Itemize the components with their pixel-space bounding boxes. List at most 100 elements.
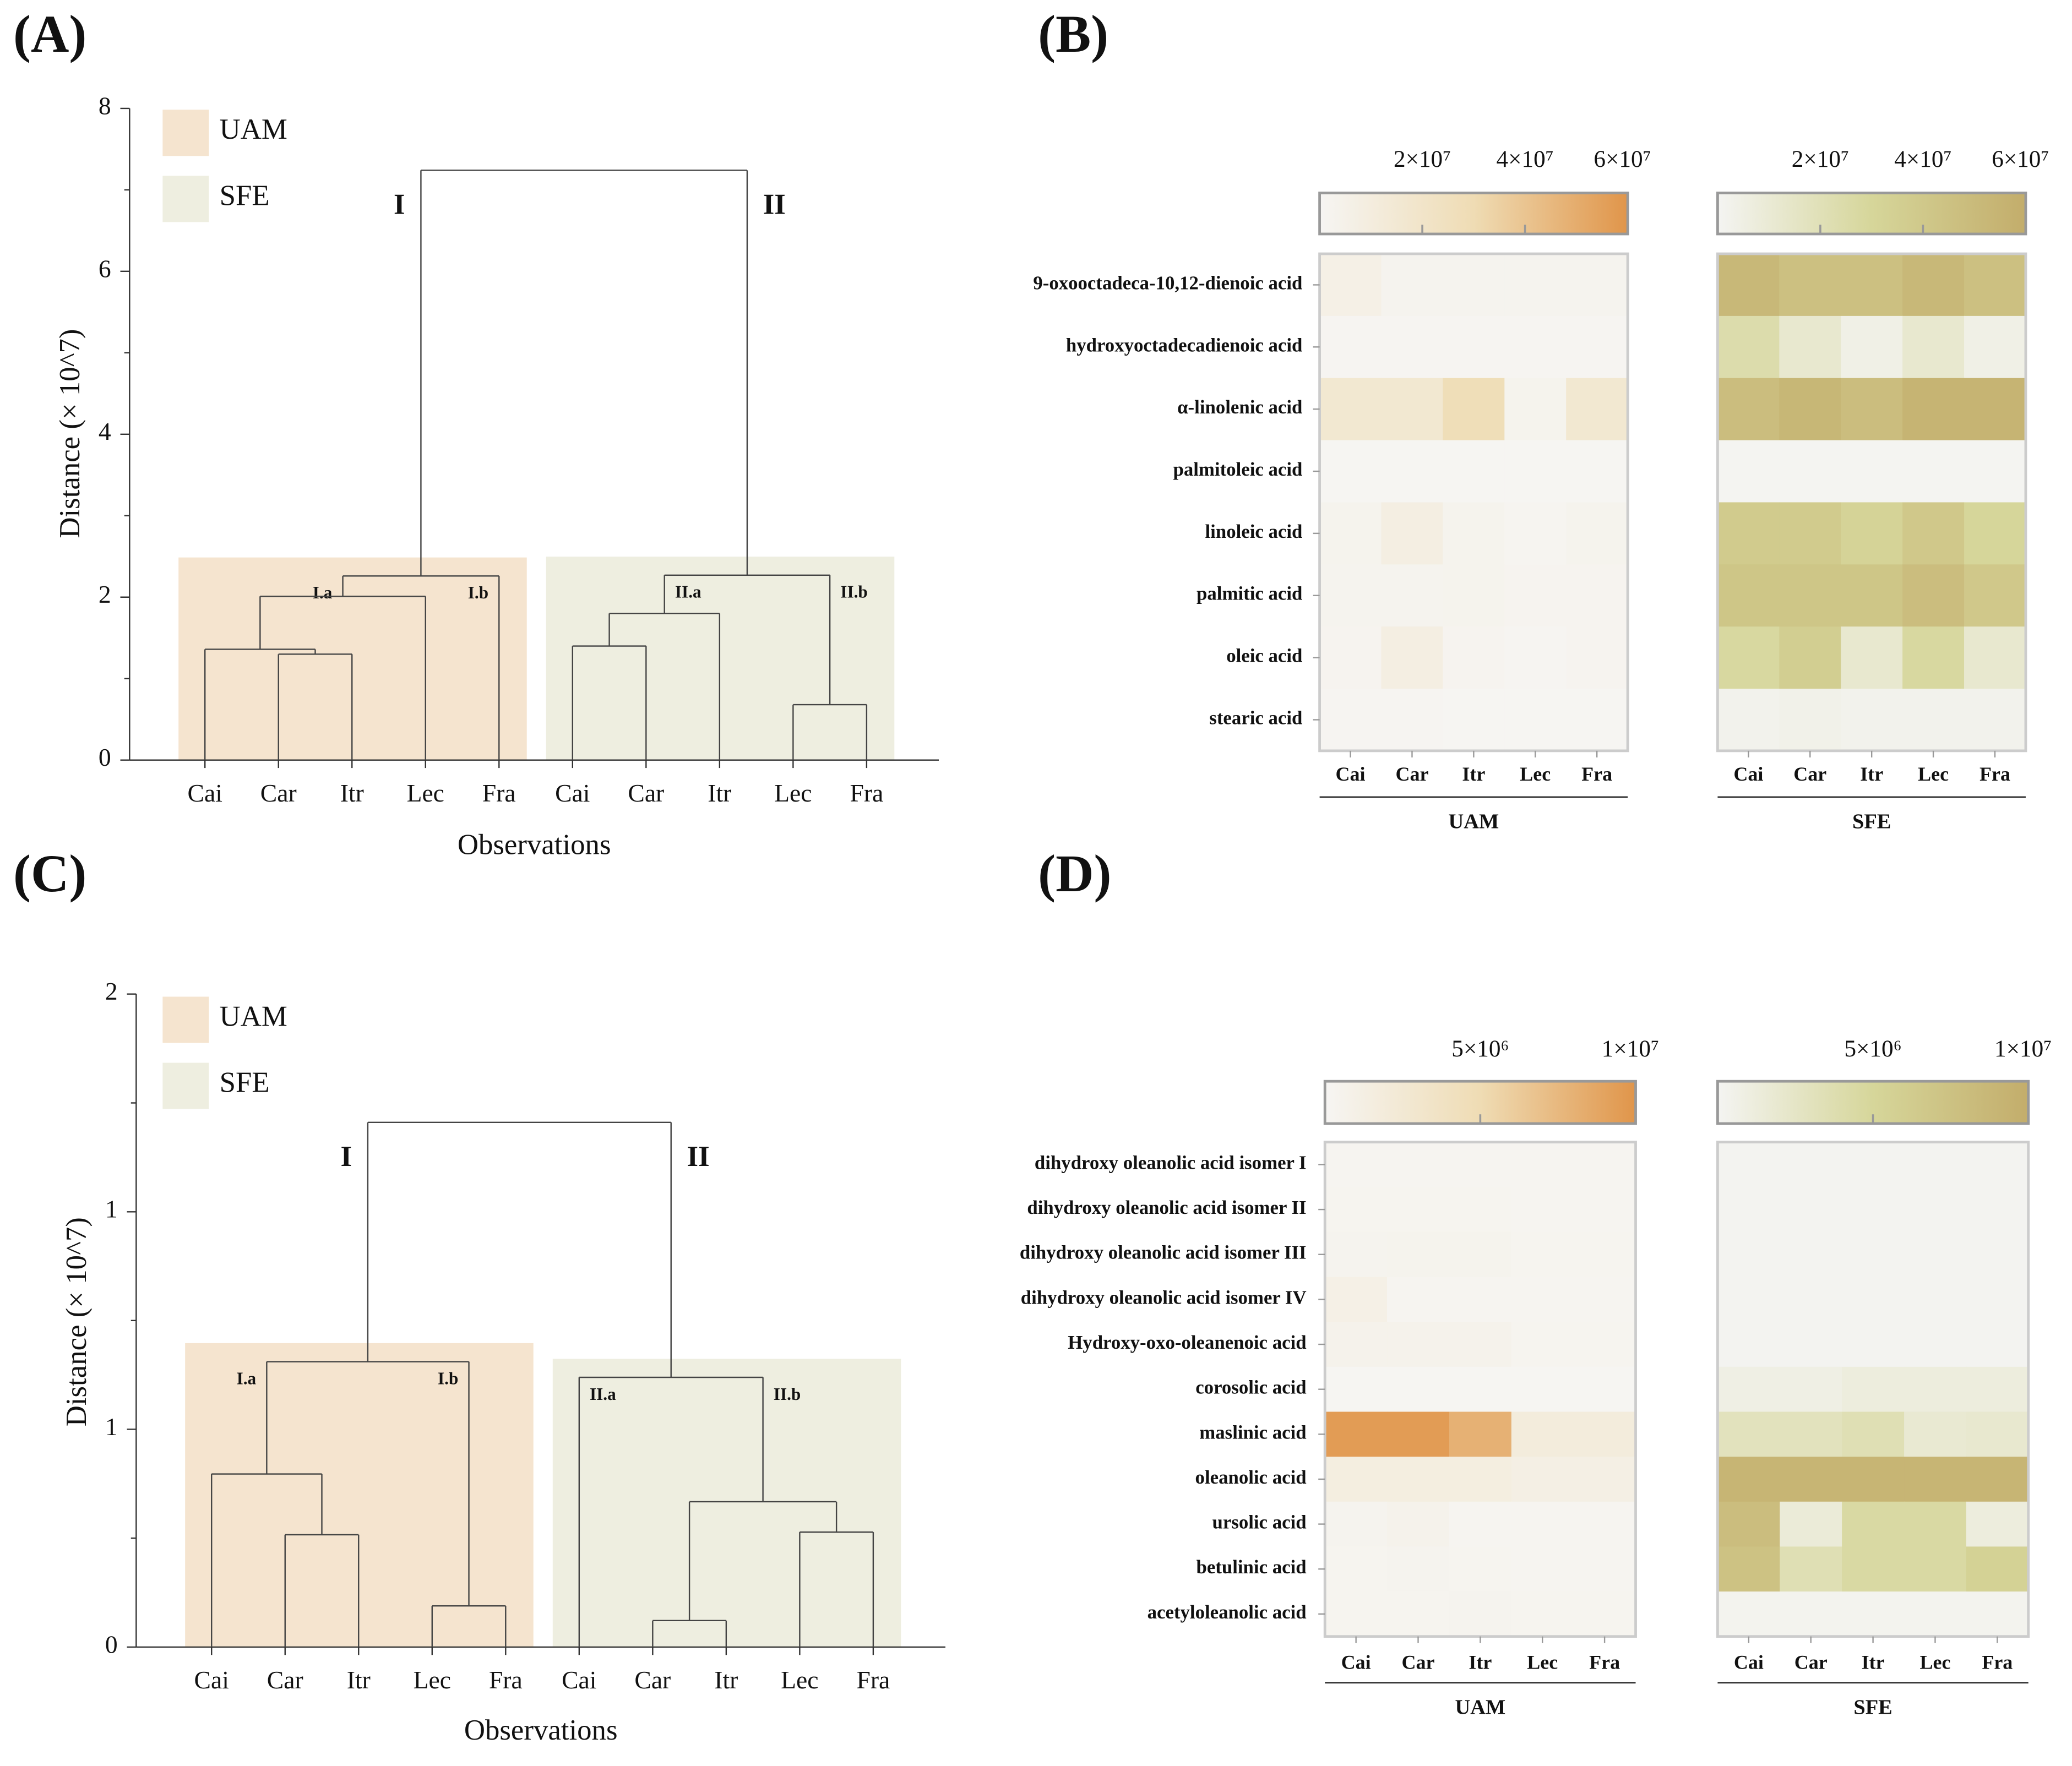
heatmap-cell bbox=[1573, 1277, 1636, 1322]
x-tick-label: Itr bbox=[347, 1666, 371, 1694]
x-axis-title: Observations bbox=[464, 1714, 618, 1746]
row-label: 9-oxooctadeca-10,12-dienoic acid bbox=[1033, 272, 1302, 293]
legend-label: UAM bbox=[220, 1000, 287, 1032]
heatmap-cell bbox=[1511, 1142, 1574, 1187]
heatmap-cell bbox=[1387, 1546, 1450, 1592]
heatmap-cell bbox=[1443, 254, 1505, 317]
heatmap-cell bbox=[1780, 1457, 1842, 1502]
heatmap-cell bbox=[1449, 1457, 1512, 1502]
colorbar-tick-label: 6×10⁷ bbox=[1992, 146, 2049, 172]
heatmap-cell bbox=[1779, 254, 1841, 317]
heatmap-cell bbox=[1387, 1501, 1450, 1547]
heatmap-cell bbox=[1504, 502, 1567, 565]
x-tick-label: Car bbox=[628, 779, 664, 807]
heatmap-cell bbox=[1779, 564, 1841, 627]
heatmap-cell bbox=[1717, 1411, 1781, 1457]
row-label: dihydroxy oleanolic acid isomer IV bbox=[1021, 1287, 1307, 1308]
heatmap-cell bbox=[1511, 1322, 1574, 1367]
heatmap-cell bbox=[1319, 440, 1382, 503]
heatmap-cell bbox=[1902, 502, 1965, 565]
heatmap-cell bbox=[1381, 315, 1444, 379]
heatmap-cell bbox=[1779, 378, 1841, 441]
heatmap-cell bbox=[1449, 1277, 1512, 1322]
heatmap-cell bbox=[1964, 378, 2026, 441]
heatmap-cell bbox=[1966, 1187, 2029, 1233]
heatmap-cell bbox=[1573, 1231, 1636, 1278]
y-tick-label: 6 bbox=[99, 254, 111, 282]
row-label: acetyloleanolic acid bbox=[1148, 1601, 1307, 1623]
heatmap-cell bbox=[1841, 254, 1903, 317]
heatmap-cell bbox=[1964, 564, 2026, 627]
row-label: maslinic acid bbox=[1199, 1421, 1306, 1443]
heatmap-cell bbox=[1966, 1546, 2029, 1592]
heatmap-cell bbox=[1717, 1501, 1781, 1547]
row-label: betulinic acid bbox=[1196, 1556, 1306, 1578]
column-label: Car bbox=[1395, 763, 1428, 785]
group-label: SFE bbox=[1852, 810, 1891, 833]
heatmap-cell bbox=[1780, 1411, 1842, 1457]
heatmap-cell bbox=[1443, 440, 1505, 503]
y-tick-label: 0 bbox=[105, 1630, 118, 1658]
heatmap-cell bbox=[1842, 1231, 1905, 1278]
group-label: UAM bbox=[1448, 810, 1499, 833]
heatmap-cell bbox=[1573, 1411, 1636, 1457]
column-label: Lec bbox=[1527, 1651, 1558, 1673]
heatmap-cell bbox=[1966, 1277, 2029, 1322]
x-tick-label: Lec bbox=[414, 1666, 451, 1694]
heatmap-cell bbox=[1780, 1231, 1842, 1278]
heatmap-cell bbox=[1511, 1591, 1574, 1637]
heatmap-cell bbox=[1387, 1231, 1450, 1278]
row-label: corosolic acid bbox=[1195, 1377, 1306, 1398]
heatmap-cell bbox=[1449, 1231, 1512, 1278]
heatmap-cell bbox=[1387, 1457, 1450, 1502]
heatmap-cell bbox=[1842, 1187, 1905, 1233]
heatmap-cell bbox=[1842, 1546, 1905, 1592]
heatmap-cell bbox=[1566, 626, 1628, 689]
heatmap-cell bbox=[1511, 1366, 1574, 1413]
column-label: Itr bbox=[1469, 1651, 1492, 1673]
heatmap-cell bbox=[1717, 1231, 1781, 1278]
row-label: dihydroxy oleanolic acid isomer II bbox=[1027, 1197, 1306, 1218]
heatmap-cell bbox=[1841, 440, 1903, 503]
heatmap-cell bbox=[1966, 1457, 2029, 1502]
heatmap-cell bbox=[1566, 254, 1628, 317]
heatmap-cell bbox=[1964, 440, 2026, 503]
heatmap-cell bbox=[1325, 1411, 1388, 1457]
heatmap-cell bbox=[1381, 689, 1444, 751]
colorbar-tick-label: 4×10⁷ bbox=[1496, 146, 1553, 172]
heatmap-cell bbox=[1779, 626, 1841, 689]
heatmap-cell bbox=[1842, 1142, 1905, 1187]
heatmap-cell bbox=[1325, 1142, 1388, 1187]
heatmap-cell bbox=[1449, 1187, 1512, 1233]
heatmap-cell bbox=[1573, 1457, 1636, 1502]
heatmap-cell bbox=[1964, 626, 2026, 689]
heatmap-cell bbox=[1381, 378, 1444, 441]
heatmap-cell bbox=[1842, 1322, 1905, 1367]
x-tick-label: Itr bbox=[340, 779, 364, 807]
cluster-label: I bbox=[394, 189, 405, 221]
colorbar-tick-label: 5×10⁶ bbox=[1451, 1035, 1509, 1062]
heatmap-cell bbox=[1319, 254, 1382, 317]
x-tick-label: Cai bbox=[562, 1666, 596, 1694]
heatmap-cell bbox=[1319, 315, 1382, 379]
heatmap-cell bbox=[1779, 440, 1841, 503]
heatmap-cell bbox=[1566, 378, 1628, 441]
heatmap-cell bbox=[1387, 1322, 1450, 1367]
heatmap-cell bbox=[1964, 689, 2026, 751]
cluster-label: I.b bbox=[438, 1369, 458, 1388]
column-label: Cai bbox=[1733, 763, 1763, 785]
cluster-label: I.a bbox=[237, 1369, 257, 1388]
heatmap-cell bbox=[1902, 254, 1965, 317]
heatmap-cell bbox=[1841, 315, 1903, 379]
colorbar-tick-label: 2×10⁷ bbox=[1394, 146, 1451, 172]
colorbar-tick-label: 4×10⁷ bbox=[1894, 146, 1951, 172]
heatmap-cell bbox=[1780, 1142, 1842, 1187]
heatmap-cell bbox=[1717, 502, 1780, 565]
heatmap-cell bbox=[1573, 1501, 1636, 1547]
heatmap-cell bbox=[1902, 626, 1965, 689]
heatmap-cell bbox=[1904, 1277, 1967, 1322]
cluster-label: II bbox=[687, 1141, 710, 1173]
heatmap-cell bbox=[1780, 1322, 1842, 1367]
x-tick-label: Lec bbox=[407, 779, 444, 807]
heatmap-cell bbox=[1449, 1591, 1512, 1637]
